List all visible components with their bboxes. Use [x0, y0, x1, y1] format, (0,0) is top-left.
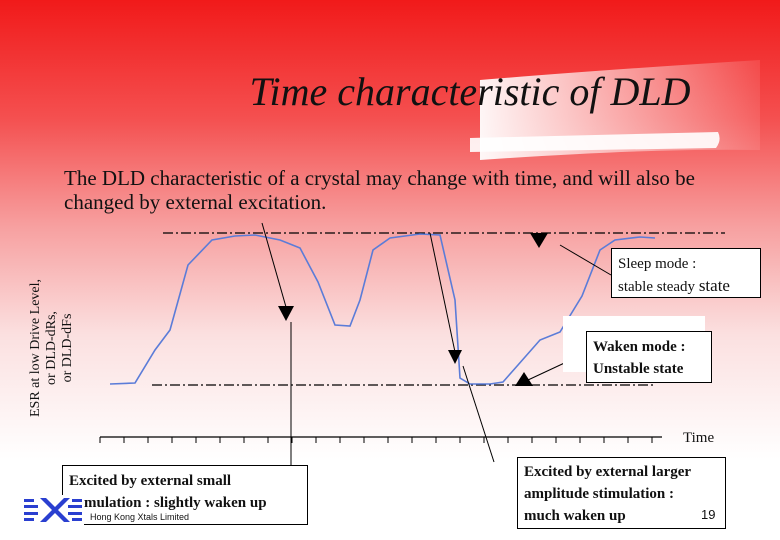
small-stimulation-line1: Excited by external small — [69, 473, 232, 489]
connector-line — [559, 244, 612, 276]
large-stimulation-line1: Excited by external larger — [524, 464, 692, 480]
sleep-mode-desc-a: stable steady — [618, 279, 699, 295]
connector-line — [261, 222, 287, 308]
waken-mode-title: Waken mode : — [593, 339, 686, 355]
waken-mode-box: Waken mode : Unstable state — [586, 331, 712, 383]
sleep-mode-desc-b: state — [698, 276, 730, 295]
time-axis-label: Time — [683, 430, 715, 446]
large-stimulation-box: Excited by external larger amplitude sti… — [517, 457, 726, 529]
small-stimulation-line2: stimulation : slightly waken up — [69, 495, 267, 511]
large-stimulation-line3: much waken up — [524, 508, 626, 524]
slide-subtitle: The DLD characteristic of a crystal may … — [64, 166, 695, 214]
hkx-logo — [22, 495, 84, 525]
small-stimulation-box: Excited by external small stimulation : … — [62, 465, 308, 525]
dld-curve — [109, 233, 656, 385]
large-stimulation-line2: amplitude stimulation : — [524, 486, 675, 502]
waken-mode-desc: Unstable state — [593, 361, 684, 377]
triangle-up-marker — [515, 372, 533, 386]
triangle-down-marker — [448, 350, 462, 364]
connector-line — [462, 365, 495, 463]
time-axis-ticks — [99, 437, 653, 443]
connector-line — [429, 232, 456, 353]
sleep-mode-title: Sleep mode : — [618, 256, 697, 272]
page-number: 19 — [701, 507, 716, 522]
company-name: Hong Kong Xtals Limited — [90, 512, 190, 522]
triangle-down-marker — [278, 306, 294, 321]
sleep-mode-box: Sleep mode : stable steady state — [611, 248, 761, 298]
sleep-mode-desc: stable steady state — [618, 275, 760, 298]
slide-title: Time characteristic of DLD — [249, 69, 691, 114]
triangle-down-marker — [530, 233, 548, 248]
